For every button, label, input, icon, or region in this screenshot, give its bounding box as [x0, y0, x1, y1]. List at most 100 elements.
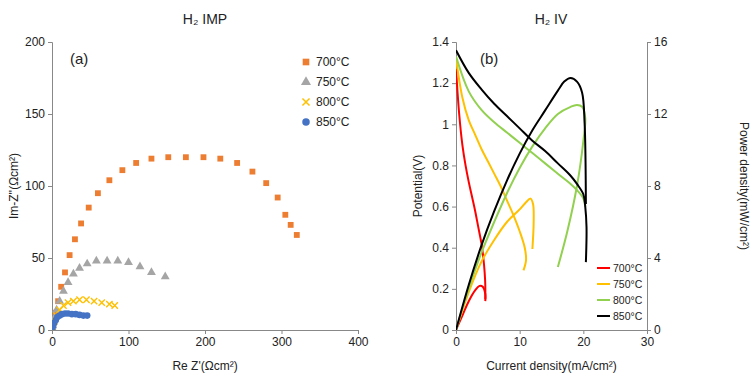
y2-axis: 0481216	[647, 35, 668, 337]
legend: 700°C 750°C 800°C 850°C	[301, 55, 350, 129]
x-axis-tick-label: 0	[49, 335, 56, 349]
point	[288, 222, 294, 228]
y-axis-tick: 1	[442, 118, 456, 132]
legend-symbol	[302, 98, 309, 105]
y-axis-tick-label: 50	[32, 251, 46, 265]
legend-symbol	[303, 59, 310, 66]
y-axis-tick-label: 0.6	[432, 200, 449, 214]
y-axis-line	[452, 43, 457, 331]
point	[83, 297, 89, 303]
point	[84, 312, 91, 319]
y-axis-tick-label: 0.4	[432, 241, 449, 255]
point	[76, 297, 82, 303]
point	[75, 263, 84, 271]
point	[275, 195, 281, 201]
y-axis-tick-mark	[48, 186, 52, 187]
point	[112, 302, 118, 308]
legend-item: 850°C	[302, 115, 350, 129]
y2-axis-tick-mark	[647, 186, 651, 187]
y-axis-tick: 0.6	[432, 200, 456, 214]
y2-axis-tick: 4	[647, 251, 661, 265]
point	[263, 180, 269, 186]
y-axis: 050100150200	[25, 35, 53, 337]
x-axis-tick-label: 20	[577, 335, 591, 349]
point	[103, 256, 112, 264]
line	[456, 58, 526, 270]
point	[165, 154, 171, 160]
x-axis-title: Re Z'(Ωcm²)	[172, 359, 237, 373]
y-axis-tick: 100	[25, 179, 52, 193]
x-axis-tick: 200	[195, 330, 215, 349]
figure: 0100200300400050100150200H₂ IMP(a)Re Z'(…	[0, 0, 755, 388]
y-axis-tick-mark	[452, 83, 456, 84]
point	[64, 277, 73, 285]
point	[113, 256, 122, 264]
line	[456, 50, 587, 262]
legend-label: 850°C	[613, 310, 643, 322]
x-axis-tick-label: 10	[513, 335, 527, 349]
y2-axis-tick-mark	[647, 258, 651, 259]
legend-swatch	[597, 283, 610, 285]
point	[55, 296, 64, 304]
x-axis-tick: 0	[49, 330, 56, 349]
x-axis-tick-label: 300	[272, 335, 292, 349]
x-axis-tick-mark	[282, 330, 283, 334]
plot-area	[456, 50, 587, 330]
y-axis-tick: 0	[442, 323, 456, 337]
point	[250, 169, 256, 175]
point	[149, 156, 155, 162]
point	[147, 267, 156, 275]
point	[217, 156, 223, 162]
y-axis-tick: 50	[32, 251, 52, 265]
x-axis-tick-mark	[583, 330, 584, 334]
y-axis-tick-mark	[452, 42, 456, 43]
x-axis-tick-mark	[520, 330, 521, 334]
point	[106, 301, 112, 307]
x-axis: 0 100 200 300 400	[49, 330, 369, 349]
plot-area	[52, 154, 300, 330]
legend-item: 800°C	[597, 294, 643, 306]
series	[52, 256, 170, 328]
x-axis-tick-mark	[129, 330, 130, 334]
legend-item: 800°C	[302, 95, 349, 109]
point	[95, 190, 101, 196]
x-axis-tick: 400	[348, 330, 368, 349]
y2-axis-tick-label: 4	[654, 251, 661, 265]
y-axis-line	[48, 43, 53, 331]
line	[456, 78, 586, 330]
y-axis-tick-label: 100	[25, 179, 45, 193]
x-axis-tick: 20	[577, 330, 591, 349]
y2-axis-tick: 12	[647, 107, 668, 121]
y-axis-tick-label: 0.2	[432, 282, 449, 296]
y-axis-tick-mark	[48, 42, 52, 43]
x-axis-tick: 0	[453, 330, 460, 349]
point	[67, 252, 73, 258]
y-axis-tick: 0.8	[432, 159, 456, 173]
legend-label: 750°C	[316, 75, 350, 89]
y-axis-title: Im-Z''(Ωcm²)	[7, 153, 21, 219]
point	[59, 286, 68, 294]
point	[72, 236, 78, 242]
chart: 010203000.20.40.60.811.21.40481216H₂ IV(…	[411, 11, 751, 373]
title: H₂ IV	[535, 11, 568, 27]
series	[52, 297, 118, 330]
x-axis-tick: 10	[513, 330, 527, 349]
y2-axis-tick-mark	[647, 114, 651, 115]
series	[52, 310, 90, 330]
point	[294, 232, 300, 238]
y-axis-tick-label: 200	[25, 35, 45, 49]
y2-axis-tick-label: 12	[654, 107, 668, 121]
y-axis-title: Potential(V)	[411, 155, 425, 218]
legend-label: 700°C	[316, 55, 350, 69]
legend-symbol	[301, 76, 311, 85]
x-axis-title: Current density(mA/cm²)	[486, 359, 617, 373]
legend-item: 750°C	[301, 75, 350, 89]
title: H₂ IMP	[183, 11, 227, 27]
y2-axis-tick-label: 0	[654, 323, 661, 337]
legend-label: 700°C	[613, 262, 643, 274]
x-axis-tick-label: 100	[119, 335, 139, 349]
legend-swatch	[597, 315, 610, 317]
point	[136, 262, 145, 270]
point	[62, 269, 68, 275]
x-axis-tick: 30	[641, 330, 655, 349]
